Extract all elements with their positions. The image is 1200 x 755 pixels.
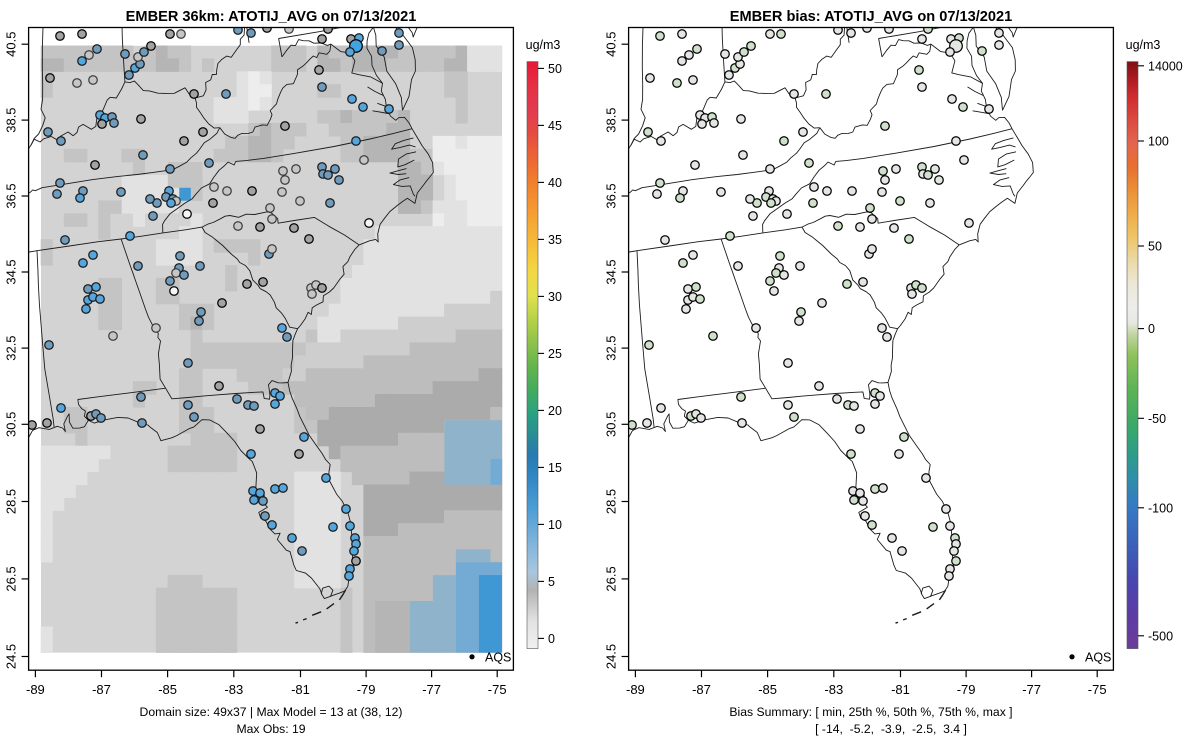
- svg-text:34.5: 34.5: [4, 259, 19, 284]
- svg-text:AQS: AQS: [485, 651, 511, 665]
- svg-text:ug/m3: ug/m3: [1126, 38, 1161, 52]
- svg-text:-87: -87: [92, 682, 111, 697]
- svg-text:15: 15: [548, 461, 562, 475]
- svg-text:-77: -77: [1022, 682, 1041, 697]
- svg-text:-75: -75: [488, 682, 507, 697]
- svg-text:-85: -85: [758, 682, 777, 697]
- svg-text:24.5: 24.5: [604, 644, 619, 669]
- svg-text:100: 100: [1148, 135, 1169, 149]
- svg-text:28.5: 28.5: [4, 489, 19, 514]
- svg-text:Bias Summary: [ min, 25th %, 5: Bias Summary: [ min, 25th %, 50th %, 75t…: [729, 705, 1012, 719]
- svg-text:-89: -89: [26, 682, 45, 697]
- svg-text:32.5: 32.5: [604, 335, 619, 360]
- svg-text:-89: -89: [626, 682, 645, 697]
- svg-text:14000: 14000: [1148, 59, 1183, 73]
- svg-text:26.5: 26.5: [4, 566, 19, 591]
- svg-text:35: 35: [548, 233, 562, 247]
- svg-text:ug/m3: ug/m3: [526, 38, 561, 52]
- svg-text:-77: -77: [422, 682, 441, 697]
- svg-text:-83: -83: [224, 682, 243, 697]
- svg-text:38.5: 38.5: [604, 107, 619, 132]
- svg-text:0: 0: [1148, 322, 1155, 336]
- svg-text:28.5: 28.5: [604, 489, 619, 514]
- svg-text:50: 50: [1148, 240, 1162, 254]
- svg-text:34.5: 34.5: [604, 259, 619, 284]
- svg-text:50: 50: [548, 62, 562, 76]
- svg-text:0: 0: [548, 632, 555, 646]
- svg-text:-83: -83: [824, 682, 843, 697]
- svg-text:-100: -100: [1148, 501, 1173, 515]
- svg-text:25: 25: [548, 347, 562, 361]
- svg-text:Domain size: 49x37 | Max Model: Domain size: 49x37 | Max Model = 13 at (…: [140, 705, 403, 719]
- svg-text:-85: -85: [158, 682, 177, 697]
- svg-text:36.5: 36.5: [604, 183, 619, 208]
- svg-text:-81: -81: [291, 682, 310, 697]
- svg-text:10: 10: [548, 518, 562, 532]
- svg-text:40.5: 40.5: [4, 32, 19, 57]
- svg-text:26.5: 26.5: [604, 566, 619, 591]
- svg-text:20: 20: [548, 404, 562, 418]
- svg-text:32.5: 32.5: [4, 335, 19, 360]
- svg-text:AQS: AQS: [1085, 651, 1111, 665]
- svg-text:30: 30: [548, 290, 562, 304]
- svg-text:-81: -81: [891, 682, 910, 697]
- svg-text:-79: -79: [957, 682, 976, 697]
- svg-text:40: 40: [548, 176, 562, 190]
- svg-text:5: 5: [548, 575, 555, 589]
- svg-text:38.5: 38.5: [4, 107, 19, 132]
- svg-text:EMBER 36km: ATOTIJ_AVG on 07/1: EMBER 36km: ATOTIJ_AVG on 07/13/2021: [126, 9, 417, 25]
- svg-text:24.5: 24.5: [4, 644, 19, 669]
- svg-text:-75: -75: [1088, 682, 1107, 697]
- svg-text:[ -14, -5.2, -3.9, -2.5, 3: [ -14, -5.2, -3.9, -2.5, 3.4 ]: [815, 722, 967, 736]
- svg-text:EMBER bias: ATOTIJ_AVG on 07/1: EMBER bias: ATOTIJ_AVG on 07/13/2021: [730, 9, 1013, 25]
- svg-text:30.5: 30.5: [4, 412, 19, 437]
- svg-text:36.5: 36.5: [4, 183, 19, 208]
- svg-text:45: 45: [548, 119, 562, 133]
- svg-text:-87: -87: [692, 682, 711, 697]
- svg-text:-50: -50: [1148, 412, 1166, 426]
- svg-text:-79: -79: [357, 682, 376, 697]
- svg-text:40.5: 40.5: [604, 32, 619, 57]
- svg-text:Max Obs: 19: Max Obs: 19: [236, 722, 305, 736]
- svg-text:30.5: 30.5: [604, 412, 619, 437]
- svg-text:-500: -500: [1148, 629, 1173, 643]
